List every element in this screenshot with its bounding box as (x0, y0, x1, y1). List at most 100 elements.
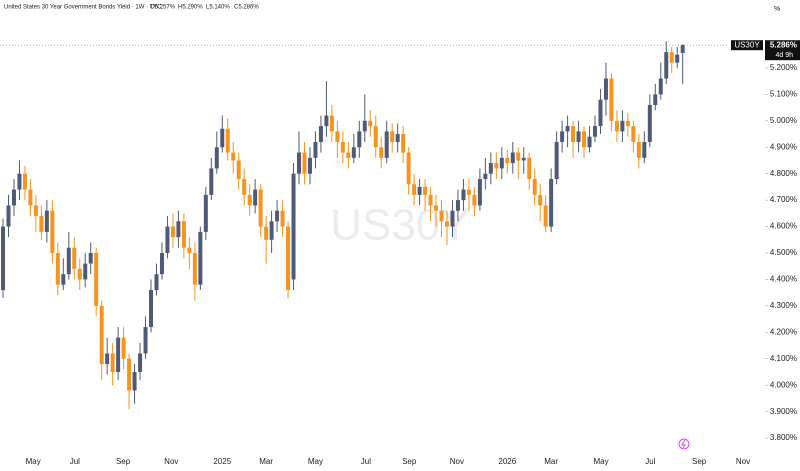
x-tick-label: Sep (116, 457, 131, 466)
candle-body (527, 157, 532, 179)
x-tick-label: 2026 (498, 457, 516, 466)
candle-body (434, 205, 439, 211)
x-tick-label: May (593, 457, 608, 466)
chart-title: United States 30 Year Government Bonds Y… (4, 5, 162, 11)
candle-body (165, 226, 170, 254)
candle-body (598, 99, 603, 127)
candle-body (236, 160, 241, 179)
candle-body (50, 210, 55, 254)
candle-body (603, 78, 608, 100)
countdown: 4d 9h (775, 52, 793, 59)
price-tag-text: 5.286% (770, 40, 797, 49)
candle-body (466, 189, 471, 195)
candle-body (121, 337, 126, 359)
candle-body (543, 205, 548, 227)
candle-body (423, 186, 428, 195)
candle-body (499, 157, 504, 169)
candle-body (17, 173, 22, 190)
candle-body (11, 189, 16, 206)
ohlc-label: O5.257% (150, 5, 176, 11)
candle-body (483, 173, 488, 179)
candle-body (461, 189, 466, 201)
candle-body (439, 210, 444, 222)
y-tick-label: 4.200% (770, 327, 797, 336)
candle-body (264, 226, 269, 240)
candle-body (335, 131, 340, 142)
candle-body (307, 157, 312, 174)
candle-body (83, 263, 88, 280)
candle-body (406, 152, 411, 185)
candle-body (510, 152, 515, 164)
candle-body (417, 186, 422, 195)
candle-body (253, 189, 258, 206)
candle-body (609, 78, 614, 121)
candle-body (631, 126, 636, 142)
y-tick-label: 5.000% (770, 116, 797, 125)
candle-body (428, 194, 433, 206)
candle-body (620, 120, 625, 132)
y-tick-label: 4.800% (770, 169, 797, 178)
candle-body (653, 94, 658, 105)
candle-body (647, 104, 652, 142)
x-tick-label: Nov (450, 457, 464, 466)
candle-body (99, 305, 104, 365)
candle-body (22, 173, 27, 190)
y-tick-label: 4.000% (770, 380, 797, 389)
candle-body (521, 157, 526, 161)
candle-body (565, 126, 570, 132)
candle-body (61, 274, 66, 285)
candle-body (571, 126, 576, 142)
candle-body (198, 231, 203, 285)
candle-body (247, 194, 252, 206)
candle-body (170, 226, 175, 238)
candle-body (66, 247, 71, 275)
candle-body (105, 353, 110, 365)
candle-body (127, 358, 132, 391)
symbol-tag (731, 40, 763, 51)
candle-body (291, 173, 296, 280)
candle-body (346, 152, 351, 158)
candle-body (362, 120, 367, 132)
candle-body (6, 205, 11, 227)
candle-body (55, 253, 60, 285)
ohlc-label: H5.290% (178, 5, 203, 11)
x-tick-label: May (26, 457, 41, 466)
lightning-icon (678, 438, 690, 450)
candle-body (231, 152, 236, 161)
candle-body (669, 52, 674, 63)
unit-label: % (774, 6, 780, 13)
candle-body (154, 274, 159, 291)
candle-body (658, 78, 663, 95)
ohlc-label: L5.140% (206, 5, 230, 11)
candle-body (351, 147, 356, 158)
candle-body (192, 253, 197, 285)
candle-body (203, 194, 208, 232)
y-tick-label: 4.400% (770, 275, 797, 284)
y-tick-label: 5.100% (770, 89, 797, 98)
candle-body (538, 194, 543, 206)
x-tick-label: Mar (259, 457, 273, 466)
candle-body (636, 141, 641, 158)
candle-body (554, 141, 559, 179)
candle-body (675, 54, 680, 63)
candle-body (592, 126, 597, 137)
candle-body (324, 115, 329, 127)
candle-body (28, 189, 33, 206)
x-tick-label: Jul (645, 457, 655, 466)
candle-body (269, 221, 274, 240)
candle-body (77, 268, 82, 280)
y-tick-label: 4.900% (770, 142, 797, 151)
x-tick-label: Nov (736, 457, 750, 466)
price-tag (765, 40, 800, 61)
candle-body (395, 134, 400, 142)
candle-body (560, 131, 565, 142)
candle-body (532, 178, 537, 195)
candle-body (187, 247, 192, 254)
candle-body (143, 327, 148, 354)
candle-body (576, 131, 581, 142)
price-axis: 5.200% 5.100% 5.000% 4.900% 4.800% 4.700% 4.60… (765, 63, 797, 442)
candle-body (373, 126, 378, 148)
candle-body (297, 152, 302, 174)
ohlc-label: C5.286% (234, 5, 259, 11)
candle-body (625, 120, 630, 127)
